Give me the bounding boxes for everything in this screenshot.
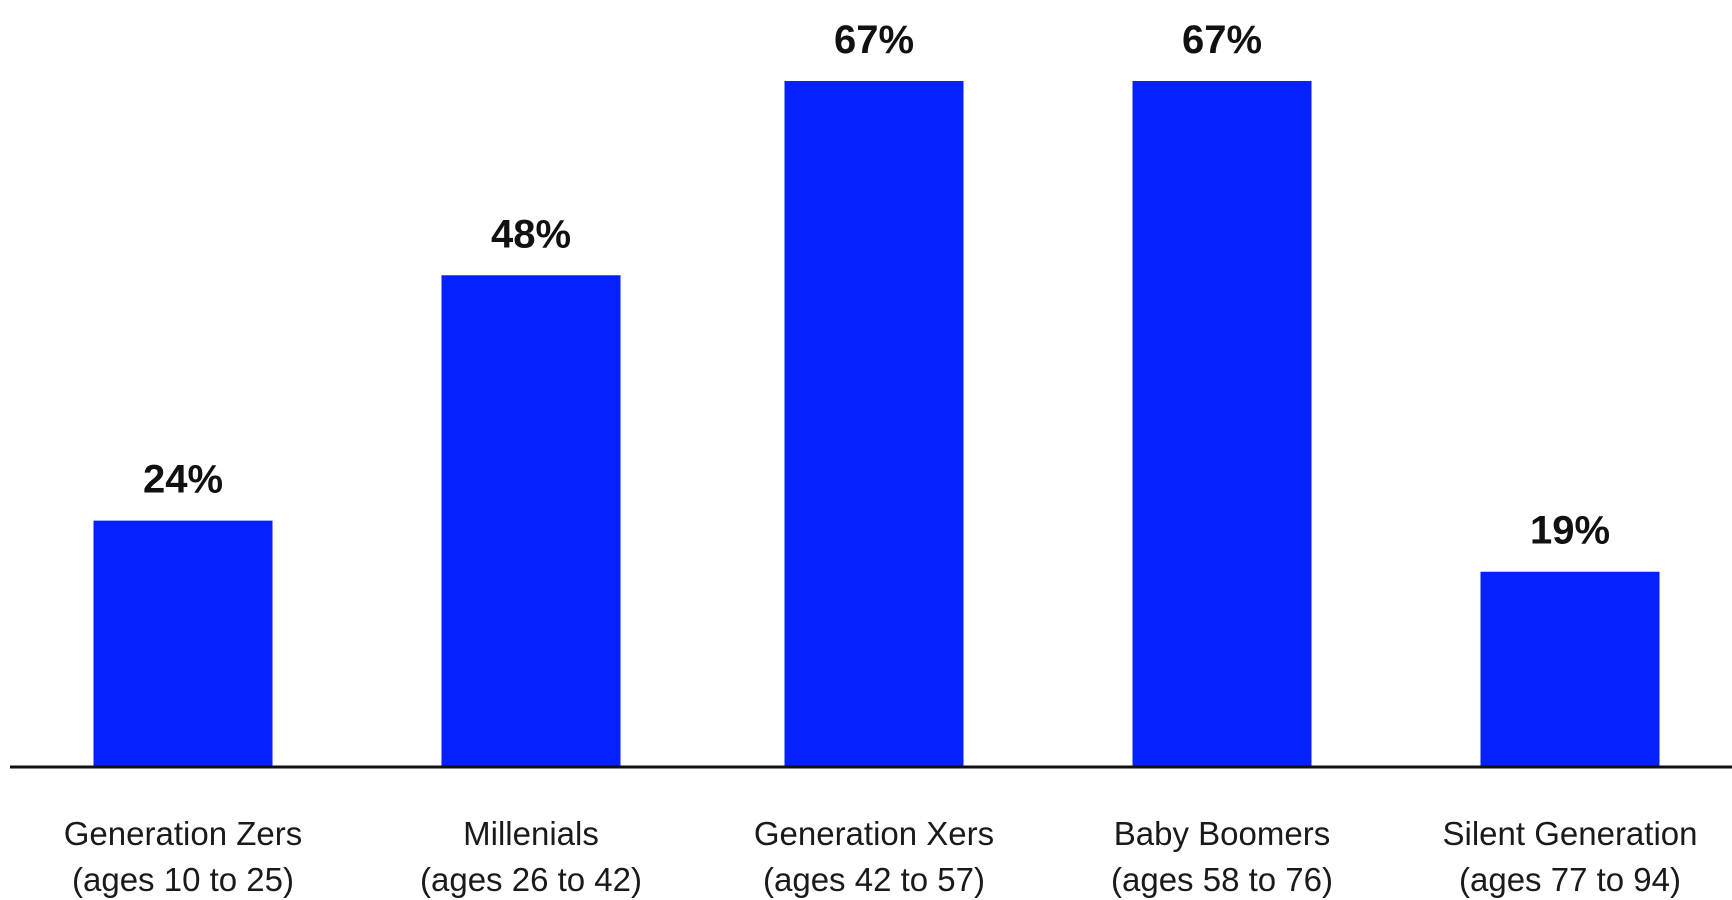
bar-3 [784, 81, 964, 766]
category-label-5-line2: (ages 77 to 94) [1459, 861, 1681, 898]
bar-1 [93, 520, 273, 766]
value-label-4: 67% [1182, 18, 1262, 62]
category-label-3-line2: (ages 42 to 57) [763, 861, 985, 898]
bar-4 [1132, 81, 1312, 766]
bars-layer [93, 81, 1660, 766]
category-label-4-line2: (ages 58 to 76) [1111, 861, 1333, 898]
value-label-1: 24% [143, 458, 223, 502]
category-label-4-line1: Baby Boomers [1114, 815, 1330, 852]
value-label-2: 48% [491, 212, 571, 256]
category-label-2-line2: (ages 26 to 42) [420, 861, 642, 898]
value-label-3: 67% [834, 18, 914, 62]
category-label-5-line1: Silent Generation [1443, 815, 1698, 852]
category-label-3-line1: Generation Xers [754, 815, 994, 852]
bar-2 [441, 275, 621, 766]
category-label-1-line1: Generation Zers [64, 815, 302, 852]
bar-5 [1480, 571, 1660, 766]
category-label-1-line2: (ages 10 to 25) [72, 861, 294, 898]
value-label-5: 19% [1530, 509, 1610, 553]
category-label-2-line1: Millenials [463, 815, 599, 852]
category-labels-layer: Generation Zers (ages 10 to 25) Millenials… [64, 815, 1698, 898]
value-labels-layer: 24% 48% 67% 67% 19% [143, 18, 1610, 553]
